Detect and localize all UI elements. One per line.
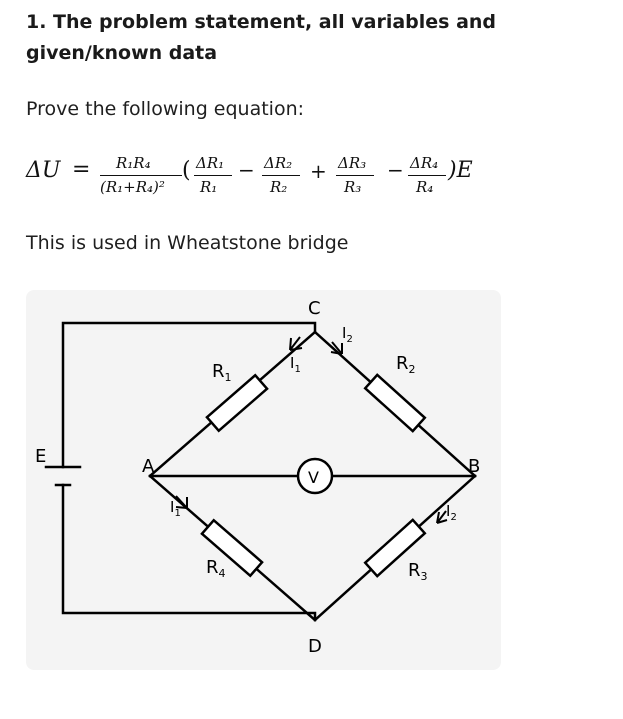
bottom-wire <box>61 483 317 622</box>
term4-numerator: ΔR₄ <box>410 154 439 172</box>
resistor-r1 <box>205 373 269 433</box>
i2-top-subscript: 2 <box>346 334 352 345</box>
resistor-r2 <box>363 373 427 433</box>
i2-right-subscript: 2 <box>450 512 456 523</box>
node-b-label: B <box>468 456 480 477</box>
voltmeter-circle <box>296 457 334 495</box>
close-paren-e: )E <box>448 158 473 183</box>
r2-subscript: 2 <box>409 363 416 376</box>
term2-fraction-bar <box>262 175 300 176</box>
r1-subscript: 1 <box>225 371 232 384</box>
r2-letter: R <box>396 353 409 374</box>
i2-top-label: I2 <box>342 324 353 345</box>
note-text: This is used in Wheatstone bridge <box>26 232 349 254</box>
equation-lhs: ΔU <box>26 158 61 183</box>
r4-label: R4 <box>206 557 226 580</box>
op-plus: + <box>310 159 327 183</box>
r2-label: R2 <box>396 353 416 376</box>
op-minus-2: − <box>387 158 404 182</box>
arrow-i2-top <box>330 341 343 355</box>
resistor-r3 <box>363 518 427 578</box>
r4-subscript: 4 <box>219 567 226 580</box>
term3-numerator: ΔR₃ <box>338 154 367 172</box>
node-a-label: A <box>142 456 155 477</box>
term1-fraction-bar <box>194 175 232 176</box>
prefix-denominator: (R₁+R₄)² <box>100 178 165 196</box>
r3-label: R3 <box>408 560 428 583</box>
node-c-label: C <box>308 298 321 319</box>
r3-subscript: 3 <box>421 570 428 583</box>
wheatstone-bridge-figure: C D A B E V R1 R2 R3 R4 I1 I2 I1 I2 <box>26 290 501 670</box>
term1-denominator: R₁ <box>200 178 218 196</box>
i1-top-subscript: 1 <box>294 364 300 375</box>
term3-fraction-bar <box>336 175 374 176</box>
i1-top-letter: I <box>290 354 294 372</box>
r3-letter: R <box>408 560 421 581</box>
equation: ΔU = R₁R₄ (R₁+R₄)² ( ΔR₁ R₁ − ΔR₂ R₂ + Δ… <box>24 146 584 206</box>
term3-denominator: R₃ <box>344 178 362 196</box>
section-heading: 1. The problem statement, all variables … <box>26 11 497 64</box>
open-paren: ( <box>182 158 191 183</box>
term2-numerator: ΔR₂ <box>264 154 293 172</box>
term2-denominator: R₂ <box>270 178 288 196</box>
r1-label: R1 <box>212 361 232 384</box>
term4-denominator: R₄ <box>416 178 434 196</box>
term1-numerator: ΔR₁ <box>196 154 225 172</box>
i2-right-letter: I <box>446 502 450 520</box>
i2-top-letter: I <box>342 324 346 342</box>
term4-fraction-bar <box>408 175 446 176</box>
r1-letter: R <box>212 361 225 382</box>
prefix-fraction-bar <box>100 175 182 176</box>
equation-equals: = <box>72 157 91 182</box>
arrow-i2-right <box>436 510 448 524</box>
arrow-i1-left <box>175 495 188 509</box>
i1-top-label: I1 <box>290 354 301 375</box>
source-e-label: E <box>35 446 46 467</box>
top-wire <box>61 321 317 469</box>
voltmeter-label: V <box>308 468 319 487</box>
i1-left-letter: I <box>170 498 174 516</box>
i2-right-label: I2 <box>446 502 457 523</box>
i1-left-label: I1 <box>170 498 181 519</box>
prefix-numerator: R₁R₄ <box>116 154 151 172</box>
circuit-diagram: C D A B E V R1 R2 R3 R4 I1 I2 I1 I2 <box>35 298 480 657</box>
resistor-r4 <box>200 518 264 578</box>
i1-left-subscript: 1 <box>174 508 180 519</box>
arrow-i1-top <box>289 336 303 351</box>
intro-text: Prove the following equation: <box>26 98 305 120</box>
node-d-label: D <box>308 636 322 657</box>
op-minus-1: − <box>238 158 255 182</box>
r4-letter: R <box>206 557 219 578</box>
